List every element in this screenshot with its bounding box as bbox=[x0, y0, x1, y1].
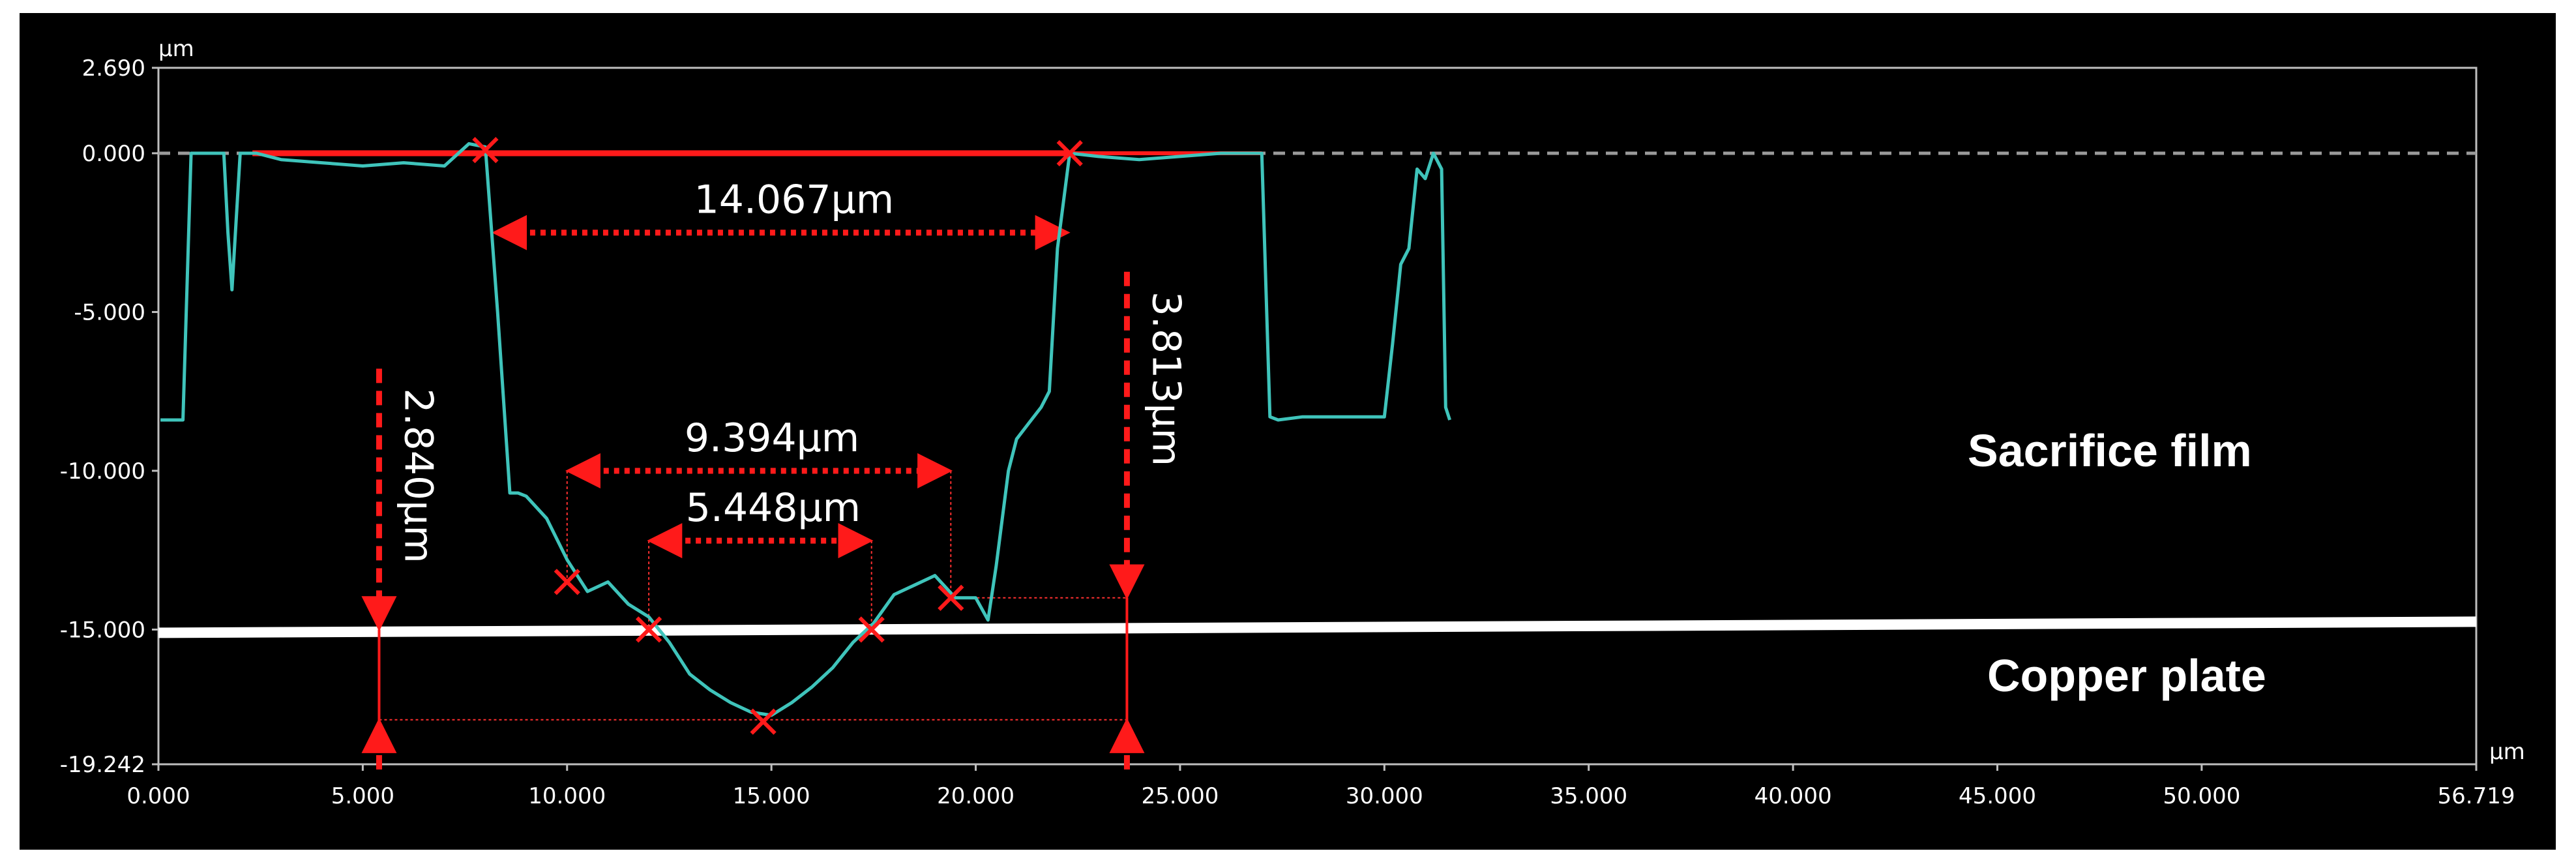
copper-surface-line bbox=[158, 616, 2477, 638]
dimension-label: 3.813µm bbox=[1143, 291, 1189, 466]
y-tick-label: -10.000 bbox=[60, 458, 145, 485]
y-tick-label: -5.000 bbox=[74, 299, 145, 325]
x-tick-label: 10.000 bbox=[528, 783, 606, 809]
y-tick-label: 0.000 bbox=[82, 141, 145, 167]
y-tick-label: -15.000 bbox=[60, 617, 145, 643]
cross-marker bbox=[472, 137, 499, 164]
copper-plate-label: Copper plate bbox=[1987, 650, 2266, 701]
x-tick-label: 45.000 bbox=[1959, 783, 2036, 809]
x-tick-label: 5.000 bbox=[331, 783, 394, 809]
x-tick-label: 25.000 bbox=[1141, 783, 1219, 809]
cross-marker-stroke bbox=[472, 137, 499, 164]
x-tick-label: 50.000 bbox=[2163, 783, 2240, 809]
plot-frame bbox=[157, 67, 2478, 766]
y-tick-label: 2.690 bbox=[82, 55, 145, 82]
cross-marker bbox=[554, 569, 580, 595]
cross-marker-stroke bbox=[858, 616, 885, 643]
x-tick-label: 20.000 bbox=[937, 783, 1014, 809]
cross-marker bbox=[750, 708, 777, 735]
x-tick-label: 56.719 bbox=[2438, 783, 2515, 809]
dimension-label: 14.067µm bbox=[694, 177, 895, 223]
y-tick-label: -19.242 bbox=[60, 752, 145, 778]
cross-marker bbox=[938, 584, 964, 611]
cross-marker-stroke bbox=[554, 569, 580, 595]
dimension-label: 2.840µm bbox=[395, 388, 441, 563]
x-unit-label: µm bbox=[2489, 739, 2525, 765]
dimension-label: 9.394µm bbox=[685, 415, 859, 461]
cross-marker bbox=[636, 616, 662, 643]
x-tick-label: 40.000 bbox=[1754, 783, 1832, 809]
cross-marker-stroke bbox=[636, 616, 662, 643]
cross-marker-stroke bbox=[750, 708, 777, 735]
cross-marker-stroke bbox=[938, 584, 964, 611]
cross-marker bbox=[858, 616, 885, 643]
x-tick-label: 0.000 bbox=[126, 783, 190, 809]
x-tick-label: 35.000 bbox=[1550, 783, 1627, 809]
cross-marker-stroke bbox=[1056, 140, 1083, 167]
sacrifice-film-label: Sacrifice film bbox=[1968, 425, 2252, 476]
x-tick-label: 15.000 bbox=[733, 783, 810, 809]
dimension-label: 5.448µm bbox=[686, 485, 861, 531]
cross-marker bbox=[1056, 140, 1083, 167]
profile-series-line bbox=[160, 142, 1451, 717]
y-unit-label: µm bbox=[158, 36, 194, 62]
x-tick-label: 30.000 bbox=[1346, 783, 1423, 809]
